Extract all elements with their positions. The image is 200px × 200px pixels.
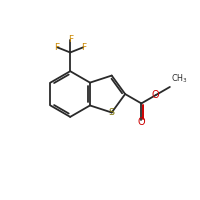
Text: O: O bbox=[152, 90, 159, 100]
Text: F: F bbox=[81, 43, 86, 52]
Text: O: O bbox=[138, 117, 145, 127]
Text: F: F bbox=[68, 35, 73, 44]
Text: S: S bbox=[109, 108, 115, 117]
Text: CH$_3$: CH$_3$ bbox=[171, 72, 188, 85]
Text: F: F bbox=[55, 43, 60, 52]
